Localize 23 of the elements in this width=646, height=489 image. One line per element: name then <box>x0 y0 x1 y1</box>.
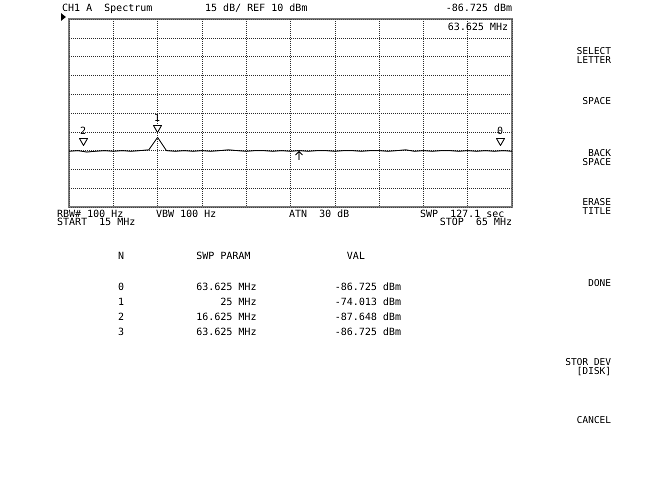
text: STOR DEV [DISK] <box>565 357 611 377</box>
text: 2 16.625 MHz -87.648 dBm <box>118 312 401 323</box>
chart-subtitle: 15 dB/ REF 10 dBm <box>205 3 308 14</box>
text: STOP 65 MHz <box>440 217 512 228</box>
text: DONE <box>588 278 611 289</box>
text: 0 63.625 MHz -86.725 dBm <box>118 282 401 293</box>
text: N SWP PARAM VAL <box>118 251 365 262</box>
text: VBW 100 Hz <box>156 209 216 220</box>
text: SELECT LETTER <box>576 46 611 66</box>
text: 0 <box>497 126 504 137</box>
text: 63.625 MHz <box>448 22 508 33</box>
text: START 15 MHz <box>57 217 136 228</box>
text: 1 25 MHz -74.013 dBm <box>118 297 401 308</box>
text: BACK SPACE <box>582 148 611 168</box>
text: SPACE <box>582 96 611 107</box>
text: -86.725 dBm <box>446 3 512 14</box>
text: ATN 30 dB <box>289 209 350 220</box>
text: 3 63.625 MHz -86.725 dBm <box>118 327 401 338</box>
text: CANCEL <box>576 415 611 426</box>
text: 2 <box>80 126 86 137</box>
chart-title: CH1 A Spectrum <box>62 3 152 14</box>
text: 1 <box>154 113 160 124</box>
text: ERASE TITLE <box>582 197 611 217</box>
